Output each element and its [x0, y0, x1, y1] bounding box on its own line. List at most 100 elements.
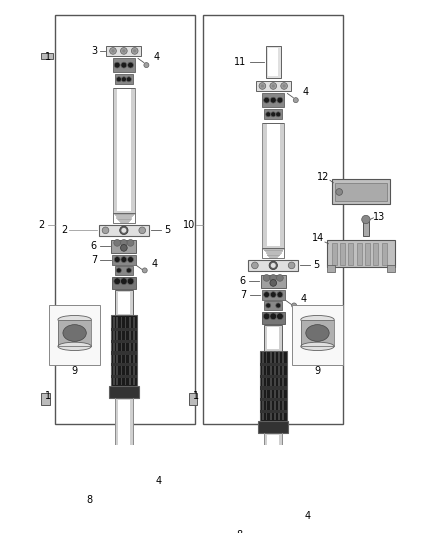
Circle shape	[110, 497, 117, 503]
Text: 11: 11	[234, 56, 247, 67]
Bar	[203, 15, 343, 424]
Circle shape	[261, 84, 264, 87]
Circle shape	[288, 262, 295, 269]
Circle shape	[263, 520, 268, 526]
Circle shape	[120, 226, 128, 235]
Circle shape	[122, 49, 126, 53]
Circle shape	[131, 47, 138, 54]
Bar	[260, 375, 286, 378]
Bar	[268, 47, 278, 76]
Circle shape	[277, 97, 283, 103]
Bar	[258, 422, 288, 433]
Bar	[115, 398, 133, 481]
Circle shape	[127, 256, 134, 262]
Bar	[266, 352, 268, 420]
Bar	[270, 352, 272, 420]
Bar	[278, 352, 280, 420]
Bar	[348, 243, 353, 264]
Bar	[264, 109, 283, 119]
Circle shape	[114, 278, 120, 285]
Circle shape	[278, 520, 284, 526]
Bar	[260, 518, 286, 527]
Text: 2: 2	[61, 225, 67, 236]
Bar	[260, 351, 286, 422]
Bar	[189, 393, 197, 405]
Circle shape	[120, 245, 127, 251]
Text: 13: 13	[374, 212, 385, 222]
Text: 12: 12	[317, 172, 329, 182]
Circle shape	[127, 239, 134, 246]
Bar	[110, 340, 137, 343]
Circle shape	[276, 274, 283, 281]
Bar	[327, 265, 335, 272]
Text: 8: 8	[236, 530, 242, 533]
Circle shape	[270, 83, 276, 90]
Circle shape	[142, 268, 147, 273]
Circle shape	[266, 112, 271, 117]
Circle shape	[121, 62, 127, 68]
Circle shape	[102, 227, 109, 233]
Circle shape	[263, 274, 270, 281]
Bar	[264, 433, 283, 516]
Bar	[115, 74, 133, 84]
Text: 7: 7	[240, 289, 247, 300]
Bar	[335, 183, 387, 201]
Ellipse shape	[63, 325, 86, 341]
Circle shape	[139, 227, 145, 233]
Bar	[357, 243, 362, 264]
Circle shape	[117, 77, 121, 82]
Bar	[260, 363, 286, 366]
Bar	[117, 90, 131, 211]
Text: 4: 4	[153, 52, 159, 62]
Circle shape	[276, 313, 283, 320]
Text: 6: 6	[240, 276, 246, 286]
Circle shape	[131, 497, 137, 503]
Circle shape	[292, 303, 297, 308]
Bar	[262, 352, 264, 420]
Circle shape	[121, 77, 126, 82]
Bar	[327, 240, 395, 267]
Circle shape	[128, 484, 134, 490]
Circle shape	[259, 83, 266, 90]
Bar	[262, 93, 284, 107]
Bar	[41, 393, 49, 405]
Bar	[262, 248, 284, 258]
Circle shape	[270, 274, 276, 281]
Bar	[260, 398, 286, 401]
Circle shape	[120, 47, 127, 54]
Circle shape	[251, 262, 258, 269]
Circle shape	[114, 239, 120, 246]
Bar	[110, 351, 137, 354]
Bar	[110, 316, 137, 386]
Text: 1: 1	[45, 52, 51, 62]
Circle shape	[120, 239, 127, 246]
Bar	[261, 312, 285, 324]
Bar	[274, 352, 276, 420]
Circle shape	[270, 280, 276, 286]
Text: 7: 7	[91, 255, 97, 264]
Bar	[110, 363, 137, 366]
Bar	[115, 290, 133, 316]
Text: 10: 10	[184, 220, 196, 230]
Bar	[267, 124, 280, 246]
Bar	[113, 87, 135, 213]
Circle shape	[270, 520, 276, 526]
Bar	[133, 317, 135, 385]
Text: 4: 4	[305, 511, 311, 521]
Bar	[117, 317, 118, 385]
Bar	[264, 301, 283, 310]
Circle shape	[110, 47, 117, 54]
Bar	[110, 328, 137, 332]
Bar	[55, 15, 195, 424]
Circle shape	[121, 511, 127, 516]
Text: 4: 4	[303, 87, 309, 97]
Text: 4: 4	[152, 259, 158, 269]
Circle shape	[270, 292, 276, 297]
Bar	[112, 255, 135, 264]
Text: 4: 4	[301, 294, 307, 304]
Text: 14: 14	[312, 233, 324, 243]
Bar	[106, 494, 141, 506]
Text: 8: 8	[87, 495, 93, 505]
Bar	[106, 46, 141, 56]
Text: 5: 5	[164, 225, 170, 236]
